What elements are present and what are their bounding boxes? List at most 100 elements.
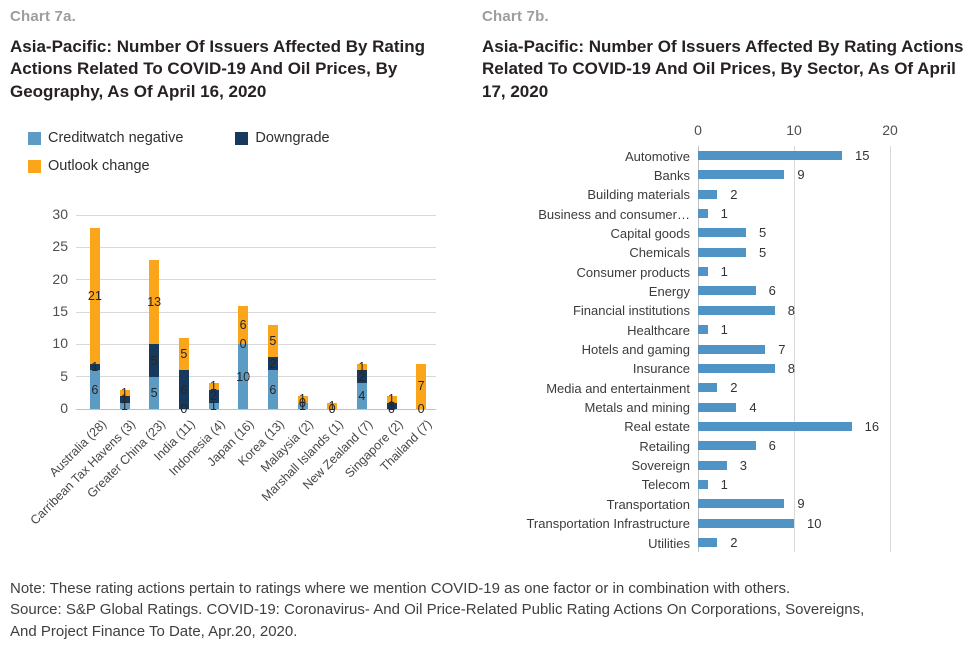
hbar — [698, 325, 708, 335]
segment-label: 0 — [239, 337, 247, 352]
value-label: 16 — [864, 418, 880, 434]
segment-label: 1 — [121, 392, 128, 407]
y-tick-label: 30 — [52, 206, 68, 222]
value-label: 9 — [797, 496, 805, 512]
segment-label: 6 — [239, 317, 247, 332]
hbar — [698, 151, 842, 160]
segment-label: 0 — [417, 402, 425, 416]
segment-label: 5 — [150, 353, 158, 368]
row-label: Capital goods — [610, 225, 691, 241]
gridline — [76, 279, 436, 281]
hbar — [698, 344, 766, 354]
row-label: Healthcare — [627, 322, 690, 338]
chart-7a-legend: Creditwatch negative Downgrade Outlook c… — [28, 130, 428, 174]
row-label: Automotive — [624, 148, 690, 164]
segment-label: 1 — [388, 398, 395, 413]
segment-label: 1 — [388, 392, 395, 407]
segment-label: 1 — [299, 392, 306, 407]
bar-segment — [178, 370, 189, 409]
outlook-swatch-icon — [28, 159, 41, 173]
row-label: Sovereign — [631, 458, 690, 474]
value-label: 10 — [807, 515, 822, 531]
bar-segment — [149, 260, 160, 345]
y-tick-label: 20 — [52, 270, 68, 287]
hbar — [698, 209, 708, 219]
chart-7b-plot-area: 0 10 20 Automotive 15 Banks 9 Building material… — [482, 122, 967, 553]
chart-7a-plot-area: 0 5 10 15 20 25 30 6 1 21 Australia (28) 1 1 1 Carribe… — [28, 206, 436, 527]
value-label: 2 — [730, 380, 738, 396]
bar-segment — [149, 376, 160, 409]
footer-source-line: Source: S&P Global Ratings. COVID-19: Co… — [10, 601, 865, 619]
bar-segment — [238, 305, 249, 345]
hbar — [698, 402, 737, 412]
gridline — [889, 146, 891, 553]
chart-7b-eyebrow: Chart 7b. — [482, 8, 549, 25]
segment-label: 6 — [91, 382, 99, 397]
value-label: 6 — [768, 438, 776, 454]
segment-label: 4 — [358, 389, 366, 404]
hbar — [698, 383, 718, 393]
hbar — [698, 460, 727, 470]
bar-segment — [238, 344, 249, 409]
value-label: 4 — [749, 399, 757, 415]
hbar — [698, 228, 746, 238]
y-tick-label: 25 — [52, 238, 68, 255]
gridline — [76, 246, 436, 248]
creditwatch-swatch-icon — [28, 131, 41, 145]
bar-segment — [119, 402, 130, 409]
segment-label: 0 — [328, 402, 336, 416]
y-tick-label: 10 — [52, 335, 68, 352]
value-label: 2 — [730, 186, 738, 202]
row-label: Telecom — [641, 477, 690, 493]
segment-label: 5 — [269, 334, 277, 349]
chart-7a-title: Asia-Pacific: Number Of Issuers Affected… — [10, 37, 426, 101]
hbar — [698, 247, 746, 257]
bar-segment — [267, 324, 278, 358]
value-label: 8 — [787, 302, 796, 318]
bar-segment — [119, 396, 130, 403]
bar-segment — [149, 344, 160, 377]
bar-segment — [356, 370, 367, 384]
x-tick-label: 10 — [786, 122, 802, 138]
row-label: Transportation — [606, 496, 690, 512]
row-label: Metals and mining — [584, 400, 691, 416]
segment-label: 0 — [180, 402, 188, 416]
legend-label-downgrade: Downgrade — [255, 130, 330, 146]
hbar — [698, 286, 756, 296]
y-tick-label: 15 — [52, 303, 68, 319]
segment-label: 1 — [358, 359, 366, 374]
segment-label: 2 — [269, 356, 277, 371]
row-label: Consumer products — [576, 264, 690, 280]
legend-item-outlook-change: Outlook change — [28, 158, 150, 174]
value-label: 1 — [720, 476, 728, 492]
chart-7b-title: Asia-Pacific: Number Of Issuers Affected… — [482, 37, 964, 101]
legend-item-creditwatch-negative: Creditwatch negative — [28, 130, 183, 146]
row-label: Banks — [653, 167, 690, 183]
bar-segment — [178, 337, 189, 371]
bar-segment — [267, 357, 278, 371]
legend-item-downgrade: Downgrade — [235, 130, 330, 146]
gridline — [793, 146, 795, 553]
row-label: Retailing — [639, 438, 690, 454]
segment-label: 7 — [417, 379, 425, 394]
hbar — [698, 267, 708, 277]
value-label: 1 — [720, 322, 728, 338]
value-label: 3 — [739, 457, 748, 473]
bar-segment — [386, 402, 397, 409]
value-label: 5 — [759, 225, 767, 241]
legend-label-creditwatch: Creditwatch negative — [48, 130, 184, 146]
segment-label: 5 — [150, 385, 158, 400]
bar-segment — [208, 383, 219, 390]
bar-segment — [416, 363, 427, 409]
segment-label: 6 — [269, 382, 277, 397]
row-label: Insurance — [632, 361, 690, 377]
hbar — [698, 421, 852, 431]
row-label: Business and consumer… — [538, 206, 690, 222]
bar-segment — [297, 396, 308, 403]
gridline — [76, 311, 436, 313]
hbar — [698, 305, 775, 315]
bar-segment — [89, 370, 100, 409]
row-label: Chemicals — [629, 245, 690, 261]
bar-segment — [119, 389, 130, 397]
